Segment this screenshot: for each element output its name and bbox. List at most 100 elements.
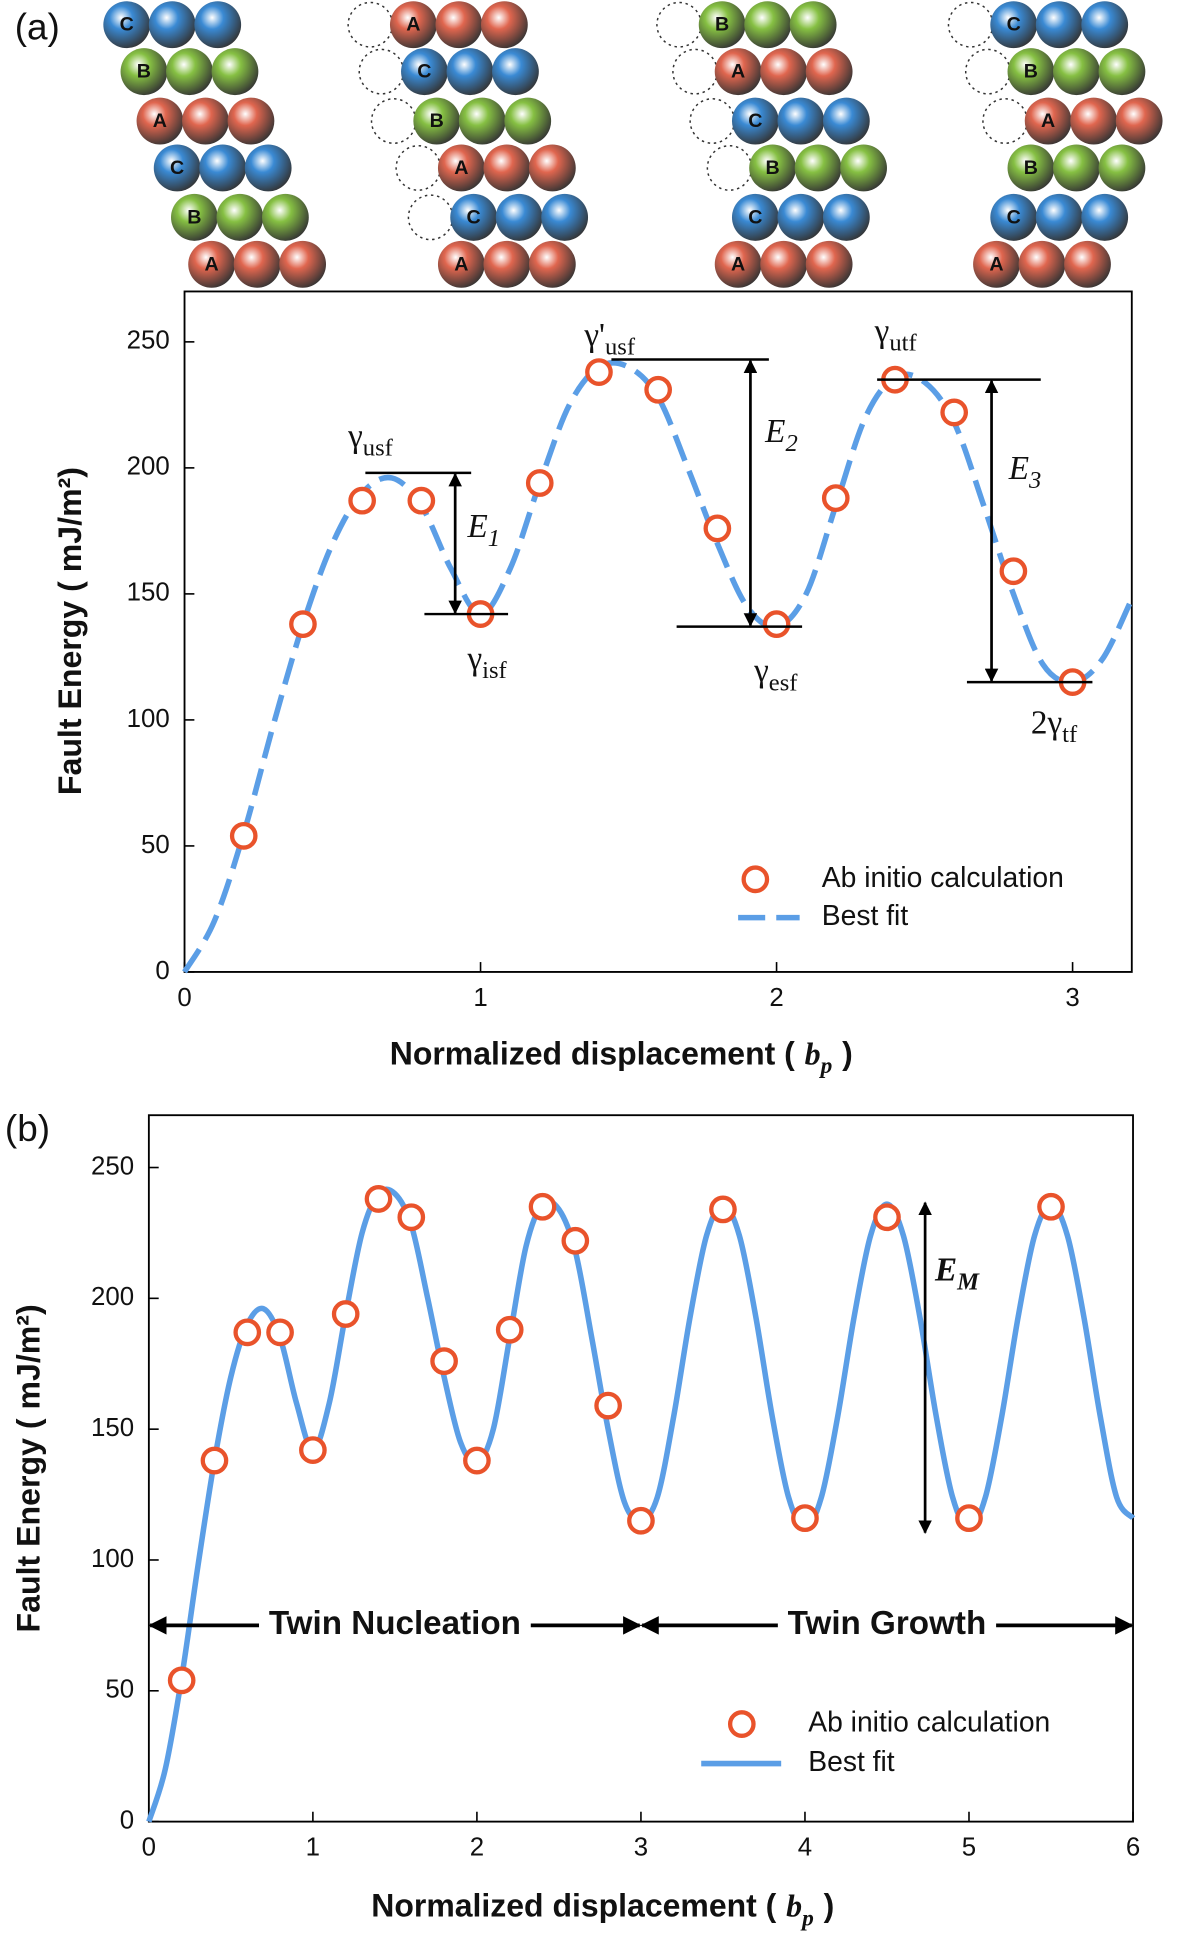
atom xyxy=(170,193,218,241)
atom xyxy=(1098,48,1146,96)
atom xyxy=(103,1,151,49)
data-point xyxy=(200,1446,229,1475)
range-label-bg xyxy=(259,1617,531,1633)
data-point xyxy=(528,1192,557,1221)
panel-label: (b) xyxy=(5,1108,50,1149)
atom xyxy=(1018,240,1066,288)
annotation: γesf xyxy=(753,653,798,697)
data-point xyxy=(627,1506,655,1535)
data-point xyxy=(644,375,673,404)
atom xyxy=(990,1,1038,49)
atom xyxy=(1064,240,1111,288)
atom xyxy=(1081,1,1129,49)
atom xyxy=(973,240,1020,288)
atom xyxy=(211,48,259,96)
layer-letter: A xyxy=(731,61,745,83)
layer-letter: A xyxy=(406,14,420,36)
y-tick-label: 0 xyxy=(155,957,169,985)
atom xyxy=(401,48,448,96)
layer-letter: C xyxy=(1007,206,1021,228)
y-tick-label: 200 xyxy=(127,453,170,481)
vacant-site xyxy=(982,98,1028,145)
atom xyxy=(446,48,494,96)
atom xyxy=(528,240,576,288)
layer-letter: B xyxy=(187,206,201,228)
x-axis-label-end: ) xyxy=(842,1036,853,1072)
plot-frame xyxy=(183,290,1133,973)
annotation-main: E xyxy=(466,508,487,545)
x-tick-label: 0 xyxy=(177,984,191,1012)
layer-letter: C xyxy=(417,61,431,83)
atom xyxy=(698,1,746,49)
layer-letter: A xyxy=(204,253,218,275)
data-point xyxy=(585,358,613,387)
annotation-sub: 2 xyxy=(785,430,797,457)
data-point xyxy=(289,610,317,639)
atom xyxy=(233,240,281,288)
layer-letter: B xyxy=(1024,61,1038,83)
atom xyxy=(458,97,506,145)
vacant-site xyxy=(407,194,454,241)
atom xyxy=(194,1,242,49)
atom xyxy=(731,193,779,241)
atom xyxy=(840,144,887,192)
data-point xyxy=(407,486,436,515)
atom xyxy=(182,97,229,145)
annotation: γusf xyxy=(347,418,394,462)
data-point xyxy=(709,1195,737,1224)
annotation: γ'usf xyxy=(583,317,636,361)
vacant-site xyxy=(689,98,736,145)
atom xyxy=(714,240,762,288)
atom xyxy=(244,144,292,192)
vacant-site xyxy=(672,48,718,95)
annotation-sub: 3 xyxy=(1028,467,1041,494)
annotation-main: γ xyxy=(753,653,769,690)
atom xyxy=(435,1,483,49)
atom xyxy=(823,193,870,241)
data-point xyxy=(229,821,258,850)
atom xyxy=(1053,144,1100,192)
y-tick-label: 250 xyxy=(91,1152,134,1180)
annotation: EM xyxy=(934,1252,980,1296)
atom xyxy=(777,97,825,145)
data-point xyxy=(463,1446,491,1475)
annotation-main: 2γ xyxy=(1031,705,1062,742)
vacant-site xyxy=(358,48,405,95)
atom xyxy=(227,97,275,145)
atom xyxy=(389,1,437,49)
atom xyxy=(481,1,528,49)
atom xyxy=(1081,193,1129,241)
annotation-main: E xyxy=(764,413,785,450)
annotation: 2γtf xyxy=(1031,705,1078,749)
annotation: γisf xyxy=(466,640,507,684)
layer-letter: A xyxy=(989,253,1003,275)
vacant-site xyxy=(706,144,753,191)
layer-letter: B xyxy=(137,61,151,83)
atom xyxy=(437,144,485,192)
layer-letter: B xyxy=(715,14,729,36)
x-axis-label-text: Normalized displacement ( xyxy=(390,1036,795,1072)
layer-letter: C xyxy=(1007,14,1021,36)
layer-letter: A xyxy=(153,110,167,132)
atom xyxy=(1070,97,1118,145)
y-tick-label: 0 xyxy=(120,1806,134,1834)
y-axis-label: Fault Energy ( mJ/m²) xyxy=(52,467,88,795)
x-axis-label: Normalized displacement (bp) xyxy=(390,1036,853,1080)
y-tick-label: 100 xyxy=(127,705,170,733)
y-tick-label: 200 xyxy=(91,1283,134,1311)
atom xyxy=(1053,48,1100,96)
atom xyxy=(1007,48,1055,96)
atom xyxy=(166,48,213,96)
atom xyxy=(794,144,842,192)
vacant-site xyxy=(947,1,994,48)
data-point xyxy=(397,1203,426,1232)
atom xyxy=(450,193,498,241)
layer-letter: C xyxy=(467,206,481,228)
layer-letter: A xyxy=(1041,110,1055,132)
atom xyxy=(199,144,247,192)
legend-label: Best fit xyxy=(822,900,909,932)
data-point xyxy=(348,486,376,515)
panel-label: (a) xyxy=(15,6,60,47)
